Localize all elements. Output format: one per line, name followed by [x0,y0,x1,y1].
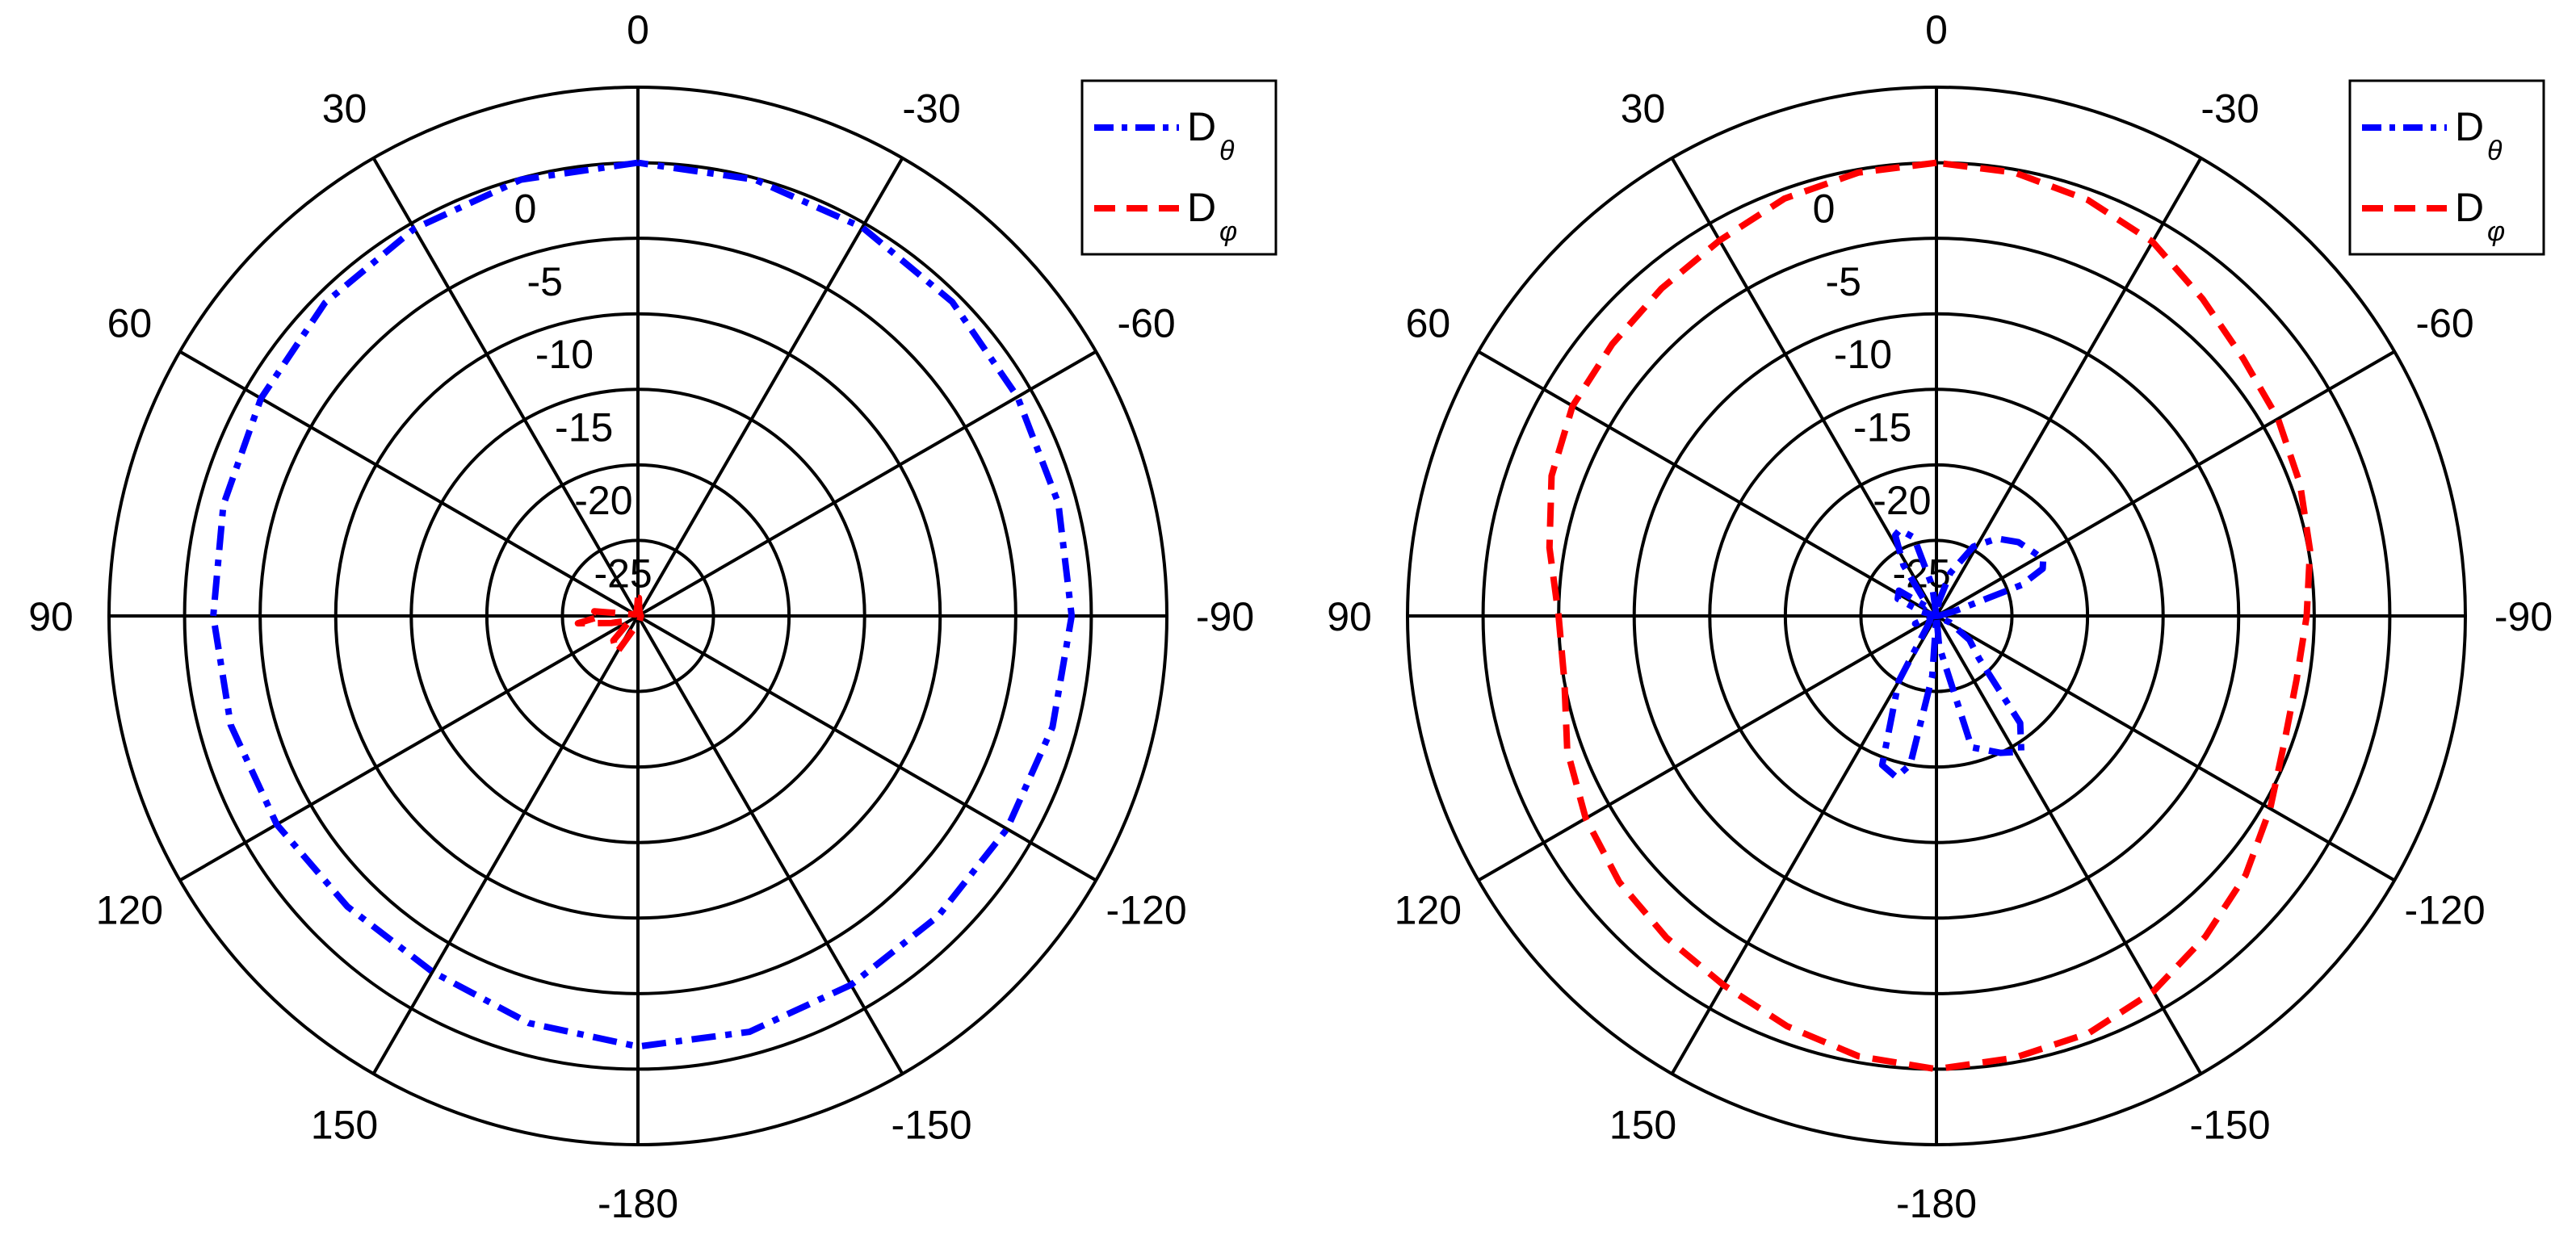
legend-subscript: φ [1219,216,1237,247]
legend-subscript: θ [2487,136,2503,166]
series-line-1 [574,594,644,656]
angular-gridline [636,614,904,1075]
angle-tick-label: 60 [1406,301,1451,346]
angle-tick-label: 150 [311,1103,378,1148]
angular-gridline [1670,157,1938,617]
angular-gridline [636,157,904,617]
angle-tick-label: -120 [1106,888,1187,933]
angle-tick-label: -180 [598,1181,678,1226]
legend-label: D [2455,185,2484,230]
angle-tick-label: 90 [28,594,73,639]
r-tick-label: -15 [1853,405,1911,450]
angle-tick-label: 120 [96,888,163,933]
angle-tick-label: -60 [2415,301,2473,346]
r-tick-label: 0 [514,186,537,231]
angular-gridline [636,614,1097,882]
angle-tick-label: 0 [1925,7,1948,52]
angle-tick-label: 120 [1395,888,1462,933]
angle-tick-label: -90 [2494,594,2553,639]
angle-tick-label: -180 [1896,1181,1977,1226]
r-tick-label: -5 [527,259,563,304]
legend-subscript: φ [2487,216,2505,247]
legend-label: D [1187,185,1216,230]
legend-box [2348,79,2545,256]
angular-gridline [371,157,640,617]
polar-chart-left: 0-5-10-15-20-250306090120150-180-150-120… [28,7,1278,1226]
series-line-0 [210,159,1076,1050]
angular-gridline [1935,614,2203,1075]
legend-box [1080,79,1278,256]
series-line-1 [1546,159,2314,1073]
angle-tick-label: -60 [1117,301,1175,346]
angular-gridline [1477,350,1938,618]
angle-tick-label: 30 [322,86,367,131]
angular-gridline [1935,157,2203,617]
angle-tick-label: 150 [1609,1103,1676,1148]
angular-gridline [371,614,640,1075]
angular-gridline [1935,350,2396,618]
r-tick-label: -20 [574,478,632,523]
legend-label: D [2455,104,2484,149]
r-tick-label: -15 [555,405,613,450]
r-tick-label: -20 [1873,478,1931,523]
angle-tick-label: -30 [902,86,960,131]
angle-tick-label: -120 [2405,888,2486,933]
series-line-0 [1878,526,2047,781]
angle-tick-label: 90 [1327,594,1372,639]
angular-gridline [1477,614,1938,882]
r-tick-label: -10 [1834,332,1892,377]
legend-label: D [1187,104,1216,149]
angle-tick-label: -90 [1196,594,1254,639]
angle-tick-label: 0 [627,7,649,52]
r-tick-label: 0 [1813,186,1836,231]
angular-gridline [1935,614,2396,882]
angular-gridline [636,350,1097,618]
r-tick-label: -5 [1826,259,1861,304]
legend-subscript: θ [1219,136,1235,166]
angle-tick-label: -150 [891,1103,971,1148]
angular-gridline [178,350,639,618]
angular-gridline [1670,614,1938,1075]
angle-tick-label: 60 [107,301,153,346]
angle-tick-label: 30 [1621,86,1666,131]
angle-tick-label: -150 [2189,1103,2270,1148]
polar-chart-right: 0-5-10-15-20-250306090120150-180-150-120… [1327,7,2553,1226]
angular-gridline [178,614,639,882]
r-tick-label: -10 [535,332,594,377]
angle-tick-label: -30 [2201,86,2259,131]
